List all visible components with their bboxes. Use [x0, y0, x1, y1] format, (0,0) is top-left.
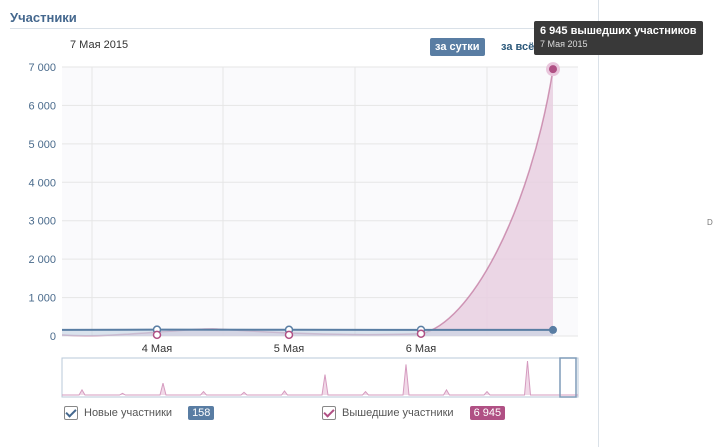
stray-glyph: D	[707, 218, 713, 227]
y-tick-label: 1 000	[28, 293, 56, 305]
period-all-button[interactable]: за всё	[501, 41, 535, 53]
x-tick-label: 6 Мая	[406, 343, 437, 355]
series-left-point	[152, 330, 162, 340]
series-new-area	[62, 329, 553, 336]
legend-new[interactable]: Новые участники 158	[64, 406, 215, 420]
legend-left-label: Вышедшие участники	[342, 407, 454, 419]
checkbox-new[interactable]	[64, 406, 78, 420]
series-left-point	[416, 329, 426, 338]
section-title: Участники	[10, 10, 77, 25]
series-new-point-last	[549, 325, 557, 334]
checkbox-left[interactable]	[322, 406, 336, 420]
y-tick-label: 6 000	[28, 100, 56, 112]
y-tick-label: 0	[50, 331, 56, 343]
legend-left[interactable]: Вышедшие участники 6 945	[322, 406, 506, 420]
tooltip-date: 7 Мая 2015	[540, 39, 588, 49]
y-tick-label: 5 000	[28, 139, 56, 151]
side-divider	[598, 0, 599, 447]
series-left-point-last	[549, 65, 557, 74]
series-left-point	[284, 330, 294, 340]
legend-new-label: Новые участники	[84, 407, 173, 419]
chart-tooltip: 6 945 вышедших участников 7 Мая 2015	[534, 21, 703, 55]
y-tick-label: 2 000	[28, 254, 56, 266]
tooltip-value: 6 945 вышедших участников	[540, 25, 697, 37]
x-tick-label: 5 Мая	[274, 343, 305, 355]
period-day-button[interactable]: за сутки	[430, 38, 485, 56]
date-range-label: 7 Мая 2015	[70, 39, 129, 51]
y-tick-label: 3 000	[28, 216, 56, 228]
members-chart: 0 1 000 2 000 3 000 4 000 5 000 6 000 7 000 4 Ма…	[28, 62, 579, 398]
navigator-handle	[559, 357, 577, 398]
legend-new-count: 158	[188, 406, 215, 420]
range-navigator	[61, 357, 579, 398]
y-tick-label: 7 000	[28, 62, 56, 74]
y-tick-label: 4 000	[28, 177, 56, 189]
series-left-area	[62, 69, 553, 336]
title-divider	[10, 28, 583, 29]
navigator-series	[62, 360, 578, 396]
x-tick-label: 4 Мая	[142, 343, 173, 355]
legend-left-count: 6 945	[469, 406, 506, 420]
